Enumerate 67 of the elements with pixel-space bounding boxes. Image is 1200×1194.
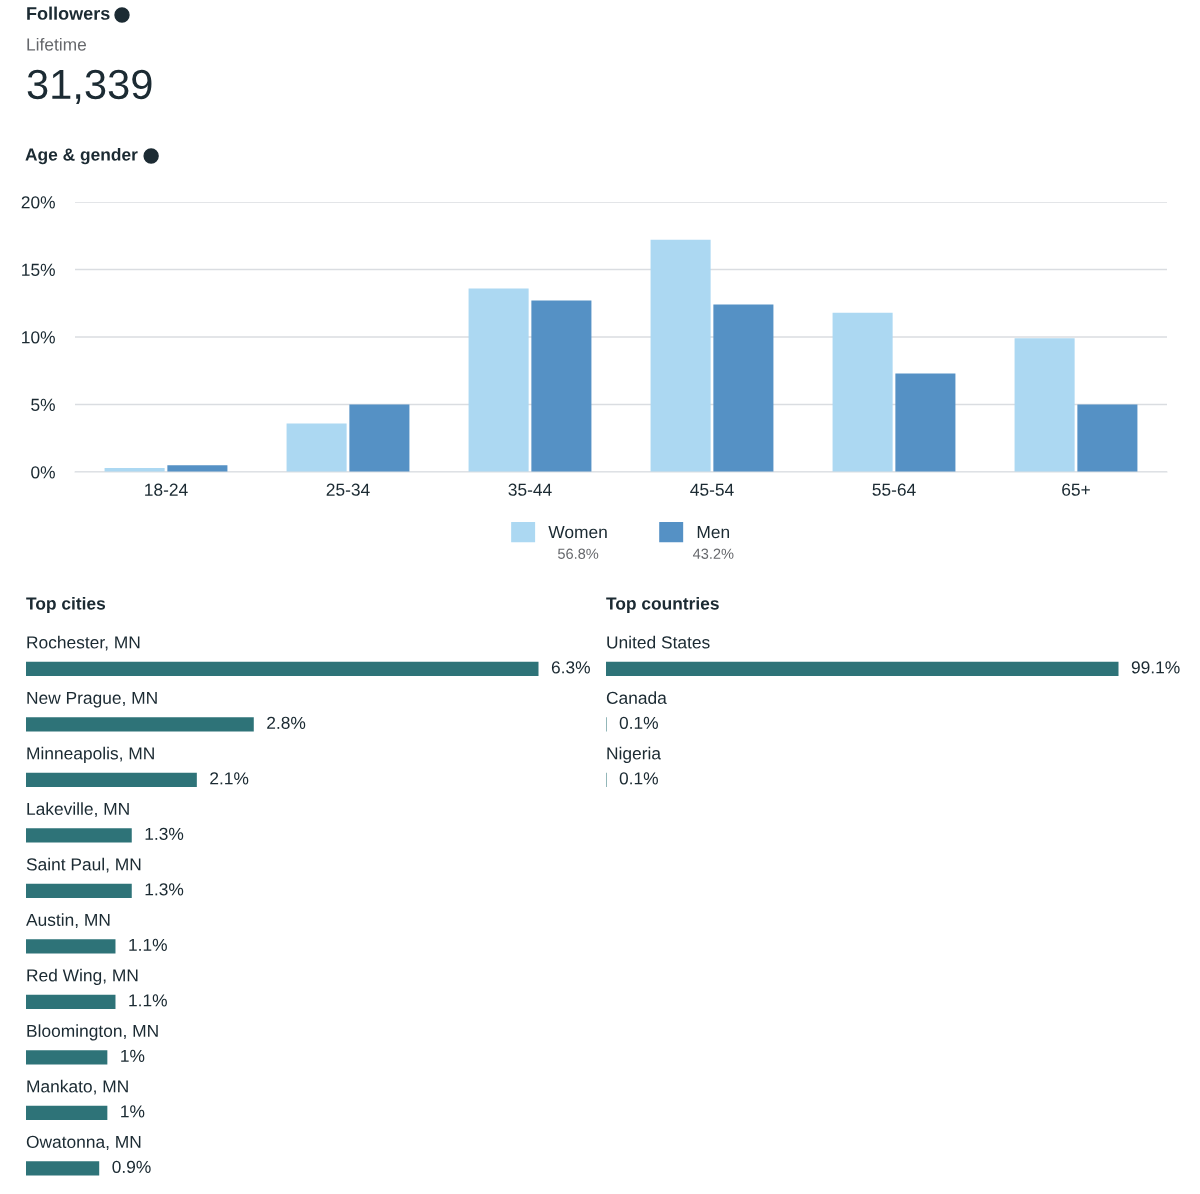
- bar: [1014, 338, 1075, 472]
- data-label: 1.3%: [145, 883, 184, 896]
- x-tick-label: 45-54: [690, 483, 734, 496]
- y-tick-label: Red Wing, MN: [27, 968, 138, 985]
- data-label: 2.8%: [267, 716, 306, 730]
- y-tick-label: Owatonna, MN: [26, 1135, 141, 1151]
- bar: [26, 994, 116, 1010]
- bar: [26, 939, 116, 954]
- bar: [650, 239, 711, 472]
- x-tick-label: 18-24: [145, 483, 188, 496]
- y-tick-label: Lakeville, MN: [27, 802, 129, 818]
- x-tick-label: 25-34: [326, 483, 370, 496]
- bar: [26, 1161, 100, 1176]
- bar: [1077, 404, 1138, 472]
- bar: [26, 883, 132, 899]
- y-tick-label: Canada: [606, 691, 667, 705]
- data-label: 0.1%: [619, 716, 658, 730]
- bar: [286, 423, 347, 472]
- data-label: 1%: [121, 1105, 145, 1118]
- data-label: 0.1%: [619, 772, 658, 785]
- data-label: 1%: [121, 1049, 145, 1062]
- data-label: 99.1%: [1131, 661, 1180, 674]
- y-tick-label: 20%: [21, 196, 55, 209]
- text: Followers: [27, 6, 110, 20]
- y-tick-label: United States: [607, 635, 710, 649]
- y-tick-label: New Prague, MN: [27, 691, 157, 708]
- y-tick-label: Mankato, MN: [27, 1079, 128, 1095]
- chart-title: Top cities: [26, 596, 106, 614]
- bar: [531, 300, 592, 472]
- y-tick-label: Minneapolis, MN: [27, 746, 154, 763]
- text: 31,339: [27, 69, 152, 105]
- y-tick-label: 10%: [22, 331, 55, 344]
- legend-label: Men: [697, 526, 730, 539]
- text: 56.8%: [557, 548, 599, 559]
- legend-label: Women: [548, 526, 607, 539]
- y-tick-label: Rochester, MN: [27, 635, 140, 651]
- y-tick-label: 15%: [22, 263, 55, 276]
- x-tick-label: 55-64: [872, 483, 916, 496]
- data-label: 1.1%: [129, 994, 167, 1007]
- data-label: 6.3%: [551, 661, 590, 674]
- bar: [895, 373, 956, 472]
- text: 43.2%: [692, 548, 734, 559]
- y-tick-label: 0%: [31, 466, 55, 479]
- y-tick-label: Nigeria: [607, 746, 661, 763]
- chart-title: Top countries: [606, 596, 719, 614]
- y-tick-label: Bloomington, MN: [27, 1024, 158, 1041]
- y-tick-label: Austin, MN: [26, 913, 110, 929]
- bar: [26, 772, 197, 788]
- text: Lifetime: [27, 37, 87, 51]
- bar: [26, 1105, 108, 1121]
- bar: [26, 661, 539, 677]
- bar: [349, 404, 410, 472]
- bar: [26, 1050, 108, 1065]
- bar: [713, 304, 774, 472]
- y-tick-label: 5%: [31, 398, 55, 411]
- chart-title: Age & gender: [25, 147, 138, 165]
- data-label: 1.1%: [129, 938, 167, 951]
- data-label: 1.3%: [145, 827, 184, 841]
- y-tick-label: Saint Paul, MN: [26, 857, 141, 873]
- bar: [832, 312, 893, 472]
- x-tick-label: 65+: [1062, 483, 1090, 496]
- bar: [468, 288, 529, 472]
- data-label: 2.1%: [210, 772, 249, 785]
- x-tick-label: 35-44: [508, 483, 552, 496]
- bar: [26, 828, 132, 843]
- data-label: 0.9%: [112, 1160, 151, 1174]
- bar: [26, 717, 254, 732]
